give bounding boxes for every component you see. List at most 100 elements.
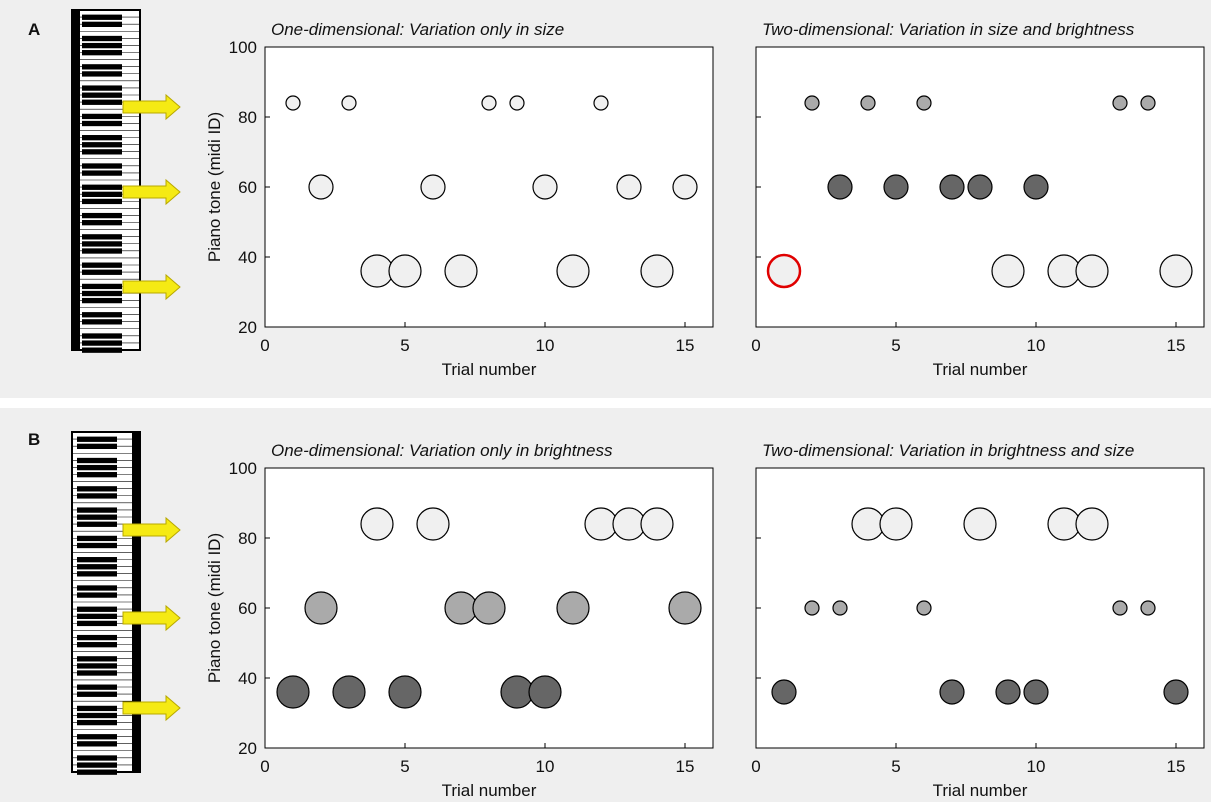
y-tick-label: 60 (238, 178, 257, 197)
black-key (77, 444, 117, 449)
black-key (82, 142, 122, 147)
black-key (77, 741, 117, 746)
data-point (641, 508, 673, 540)
data-point (884, 175, 908, 199)
data-point (529, 676, 561, 708)
data-point (833, 601, 847, 615)
data-point (617, 175, 641, 199)
y-axis-label: Piano tone (midi ID) (205, 112, 224, 262)
black-key (82, 121, 122, 126)
panel-label: B (28, 430, 40, 449)
x-tick-label: 0 (751, 336, 760, 355)
black-key (77, 437, 117, 442)
black-key (82, 163, 122, 168)
chart-title: One-dimensional: Variation only in size (271, 20, 564, 39)
data-point (1141, 601, 1155, 615)
data-point (768, 255, 800, 287)
y-tick-label: 80 (238, 529, 257, 548)
data-point (594, 96, 608, 110)
black-key (82, 85, 122, 90)
x-tick-label: 15 (676, 336, 695, 355)
data-point (917, 601, 931, 615)
data-point (613, 508, 645, 540)
data-point (286, 96, 300, 110)
y-tick-label: 60 (238, 599, 257, 618)
data-point (305, 592, 337, 624)
data-point (1113, 96, 1127, 110)
data-point (1048, 508, 1080, 540)
black-key (77, 670, 117, 675)
x-tick-label: 15 (676, 757, 695, 776)
data-point (641, 255, 673, 287)
data-point (992, 255, 1024, 287)
data-point (309, 175, 333, 199)
data-point (805, 601, 819, 615)
data-point (940, 175, 964, 199)
x-tick-label: 0 (260, 757, 269, 776)
x-tick-label: 10 (1027, 336, 1046, 355)
black-key (77, 522, 117, 527)
data-point (557, 592, 589, 624)
black-key (77, 762, 117, 767)
data-point (557, 255, 589, 287)
black-key (82, 199, 122, 204)
black-key (77, 642, 117, 647)
data-point (482, 96, 496, 110)
x-axis-label: Trial number (933, 360, 1028, 379)
black-key (82, 114, 122, 119)
chart-title: Two-dimensional: Variation in brightness… (762, 441, 1134, 460)
black-key (82, 312, 122, 317)
black-key (77, 635, 117, 640)
black-key (77, 472, 117, 477)
x-tick-label: 0 (260, 336, 269, 355)
x-tick-label: 5 (400, 336, 409, 355)
black-key (77, 770, 117, 775)
y-tick-label: 100 (229, 38, 257, 57)
data-point (445, 255, 477, 287)
y-tick-label: 100 (229, 459, 257, 478)
x-tick-label: 15 (1167, 336, 1186, 355)
data-point (585, 508, 617, 540)
black-key (77, 621, 117, 626)
y-tick-label: 40 (238, 248, 257, 267)
x-tick-label: 0 (751, 757, 760, 776)
black-key (77, 571, 117, 576)
data-point (673, 175, 697, 199)
black-key (77, 685, 117, 690)
chart-title: One-dimensional: Variation only in brigh… (271, 441, 613, 460)
black-key (77, 663, 117, 668)
black-key (82, 15, 122, 20)
black-key (82, 36, 122, 41)
black-key (77, 656, 117, 661)
data-point (772, 680, 796, 704)
black-key (77, 543, 117, 548)
black-key (82, 234, 122, 239)
y-tick-label: 20 (238, 739, 257, 758)
data-point (828, 175, 852, 199)
black-key (82, 43, 122, 48)
data-point (389, 255, 421, 287)
data-point (1024, 175, 1048, 199)
black-key (82, 248, 122, 253)
data-point (421, 175, 445, 199)
black-key (77, 557, 117, 562)
data-point (1141, 96, 1155, 110)
data-point (852, 508, 884, 540)
black-key (82, 241, 122, 246)
black-key (82, 270, 122, 275)
x-tick-label: 10 (536, 757, 555, 776)
data-point (473, 592, 505, 624)
panel-label: A (28, 20, 40, 39)
black-key (77, 706, 117, 711)
y-tick-label: 20 (238, 318, 257, 337)
data-point (510, 96, 524, 110)
black-key (82, 340, 122, 345)
data-point (1076, 508, 1108, 540)
black-key (77, 592, 117, 597)
data-point (669, 592, 701, 624)
x-axis-label: Trial number (442, 781, 537, 800)
black-key (82, 263, 122, 268)
black-key (82, 333, 122, 338)
black-key (82, 220, 122, 225)
black-key (82, 348, 122, 353)
